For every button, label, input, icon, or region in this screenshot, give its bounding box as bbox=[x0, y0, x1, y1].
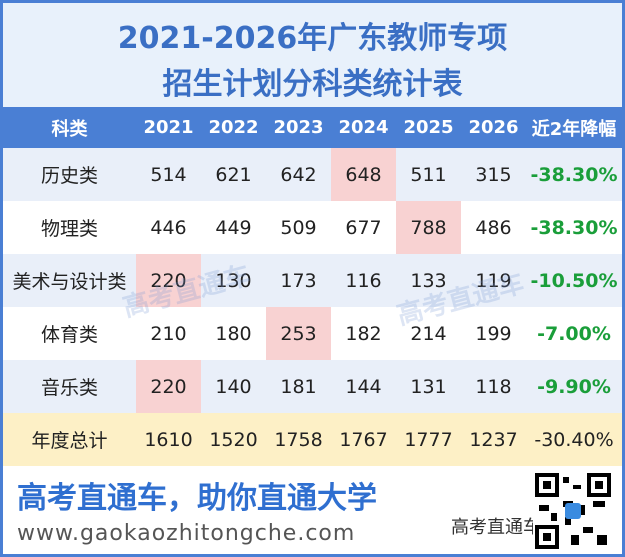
data-row: 历史类 514 621 642 648 511 315 -38.30% bbox=[3, 148, 622, 201]
table-cell: 486 bbox=[475, 216, 512, 239]
title: 2021-2026年广东教师专项 bbox=[117, 21, 508, 56]
table-cell: 133 bbox=[410, 269, 447, 292]
qr-code bbox=[533, 471, 613, 551]
table-cell: -7.00% bbox=[537, 322, 611, 345]
table-cell: 1767 bbox=[339, 428, 388, 451]
table-cell: 1520 bbox=[209, 428, 258, 451]
table-cell: 历史类 bbox=[40, 165, 98, 187]
table-cell: -9.90% bbox=[537, 375, 611, 398]
slogan: 高考直通车，助你直通大学 bbox=[17, 481, 377, 516]
data-row: 体育类 210 180 253 182 214 199 -7.00% bbox=[3, 307, 622, 360]
table-cell: 1758 bbox=[274, 428, 323, 451]
table-cell: 144 bbox=[345, 375, 382, 398]
header-cell: 2022 bbox=[208, 117, 259, 138]
table-cell: 118 bbox=[475, 375, 512, 398]
table-cell: -30.40% bbox=[534, 428, 614, 451]
title: 招生计划分科类统计表 bbox=[162, 67, 463, 102]
table-cell: 788 bbox=[396, 201, 461, 254]
table-cell: -38.30% bbox=[530, 163, 618, 186]
title-box: 2021-2026年广东教师专项 招生计划分科类统计表 bbox=[3, 3, 622, 107]
header-cell: 2024 bbox=[338, 117, 389, 138]
data-row: 美术与设计类 220 130 173 116 133 119 -10.50% bbox=[3, 254, 622, 307]
header-cell: 科类 bbox=[51, 118, 88, 140]
table-cell: 1777 bbox=[404, 428, 453, 451]
header-cell: 2021 bbox=[143, 117, 194, 138]
table-cell: 美术与设计类 bbox=[12, 271, 127, 293]
table-cell: 449 bbox=[215, 216, 252, 239]
table-cell: 210 bbox=[150, 322, 187, 345]
table-cell: 140 bbox=[215, 375, 252, 398]
table-cell: 音乐类 bbox=[40, 377, 98, 399]
table-cell: 220 bbox=[136, 360, 201, 413]
table-cell: -38.30% bbox=[530, 216, 618, 239]
header-cell: 2023 bbox=[273, 117, 324, 138]
url: www.gaokaozhitongche.com bbox=[17, 521, 356, 546]
table-cell: 131 bbox=[410, 375, 447, 398]
watermark: 高考直通车 bbox=[451, 517, 541, 538]
table-cell: 体育类 bbox=[40, 324, 98, 346]
table-cell: 220 bbox=[136, 254, 201, 307]
table-cell: 119 bbox=[475, 269, 512, 292]
table-cell: 182 bbox=[345, 322, 382, 345]
table-cell: 648 bbox=[331, 148, 396, 201]
table-cell: 677 bbox=[345, 216, 382, 239]
table-cell: 214 bbox=[410, 322, 447, 345]
table-cell: 514 bbox=[150, 163, 187, 186]
table-cell: 642 bbox=[280, 163, 317, 186]
table-cell: 173 bbox=[280, 269, 317, 292]
data-row: 音乐类 220 140 181 144 131 118 -9.90% bbox=[3, 360, 622, 413]
table-cell: 509 bbox=[280, 216, 317, 239]
table-cell: 199 bbox=[475, 322, 512, 345]
table-cell: 511 bbox=[410, 163, 447, 186]
table-cell: 315 bbox=[475, 163, 512, 186]
header-cell: 近2年降幅 bbox=[531, 118, 617, 140]
table-cell: 621 bbox=[215, 163, 252, 186]
table-cell: 116 bbox=[345, 269, 382, 292]
table-cell: 253 bbox=[266, 307, 331, 360]
table-cell: 1610 bbox=[144, 428, 193, 451]
total-row: 年度总计 1610 1520 1758 1767 1777 1237 -30.40% bbox=[3, 413, 622, 466]
table-cell: 物理类 bbox=[40, 218, 98, 240]
table-cell: 年度总计 bbox=[31, 430, 108, 452]
table-cell: -10.50% bbox=[530, 269, 618, 292]
table-cell: 181 bbox=[280, 375, 317, 398]
table-cell: 130 bbox=[215, 269, 252, 292]
header-cell: 2025 bbox=[403, 117, 454, 138]
header-row: 科类 2021 2022 2023 2024 2025 2026 近2年降幅 bbox=[3, 107, 622, 148]
header-cell: 2026 bbox=[468, 117, 519, 138]
table-cell: 1237 bbox=[469, 428, 518, 451]
table-cell: 180 bbox=[215, 322, 252, 345]
table-cell: 446 bbox=[150, 216, 187, 239]
data-row: 物理类 446 449 509 677 788 486 -38.30% bbox=[3, 201, 622, 254]
